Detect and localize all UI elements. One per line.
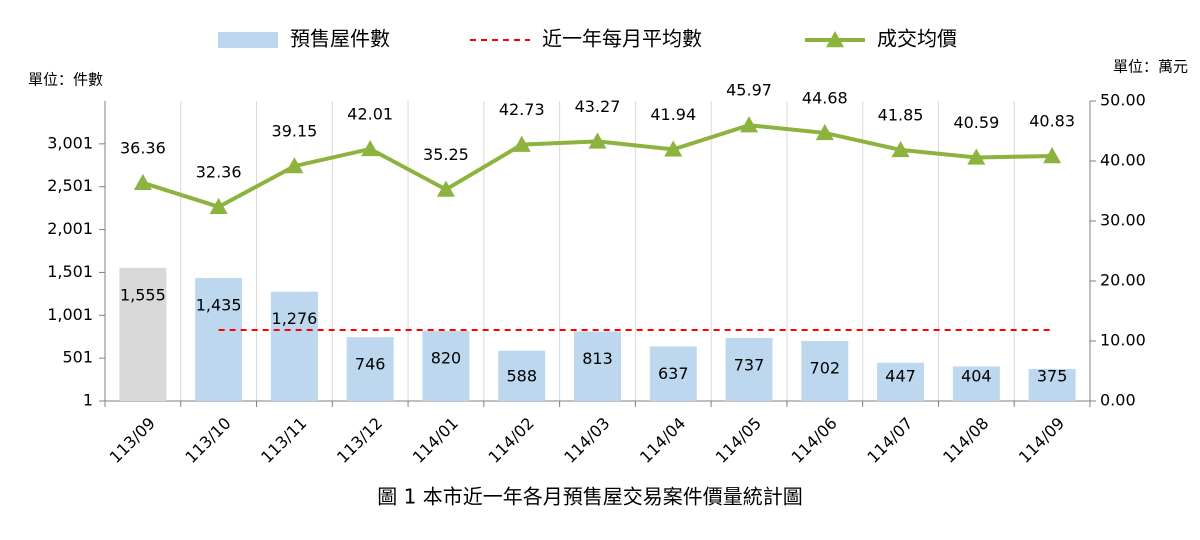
line-value-label: 39.15 <box>272 122 318 141</box>
y-tick-label: 2,001 <box>47 219 93 238</box>
x-tick-label: 114/01 <box>409 414 462 467</box>
x-tick-label: 113/12 <box>333 414 386 467</box>
x-tick-label: 114/04 <box>636 414 689 467</box>
line-value-label: 43.27 <box>575 97 621 116</box>
y2-tick-label: 10.00 <box>1100 331 1146 350</box>
line-value-label: 35.25 <box>423 145 469 164</box>
line-value-label: 36.36 <box>120 138 166 157</box>
legend-label: 成交均價 <box>877 27 957 51</box>
bar <box>801 340 849 401</box>
bar <box>119 267 167 401</box>
bar <box>725 337 773 401</box>
line-marker <box>209 197 228 215</box>
bar-value-label: 1,555 <box>120 285 166 304</box>
y2-axis-label: 單位：萬元 <box>1113 58 1188 76</box>
y-tick-label: 2,501 <box>47 176 93 195</box>
line-value-label: 45.97 <box>726 81 772 100</box>
bar-value-label: 813 <box>582 349 613 368</box>
bar-value-label: 737 <box>734 355 765 374</box>
x-tick-label: 113/10 <box>181 414 234 467</box>
line-marker <box>740 116 759 133</box>
legend-swatch <box>218 32 278 48</box>
bar <box>422 330 470 401</box>
y-tick-label: 1 <box>83 391 93 410</box>
line-marker <box>967 148 986 165</box>
y2-tick-label: 40.00 <box>1100 151 1146 170</box>
y2-tick-label: 20.00 <box>1100 271 1146 290</box>
bar <box>498 350 546 401</box>
y-axis-label: 單位：件數 <box>28 71 103 89</box>
line-marker <box>815 123 834 141</box>
line-marker <box>133 173 152 191</box>
line-marker <box>361 139 380 157</box>
line-marker <box>1043 147 1062 164</box>
x-tick-label: 114/09 <box>1015 414 1068 467</box>
bar <box>952 366 1000 401</box>
line-marker <box>891 140 910 158</box>
y-tick-label: 3,001 <box>47 133 93 152</box>
bar <box>346 337 394 401</box>
line-value-label: 40.59 <box>953 113 999 132</box>
line-value-label: 42.01 <box>347 104 393 123</box>
line-value-label: 32.36 <box>196 162 242 181</box>
bar-value-label: 447 <box>885 367 916 386</box>
y-tick-label: 501 <box>62 348 93 367</box>
bar <box>195 278 243 401</box>
line-value-label: 41.85 <box>878 105 924 124</box>
legend-marker <box>826 31 844 48</box>
line-marker <box>664 140 683 157</box>
bar <box>649 346 697 401</box>
legend-label: 近一年每月平均數 <box>542 27 702 51</box>
x-tick-label: 113/11 <box>257 414 310 467</box>
bar <box>270 291 318 401</box>
x-tick-label: 113/09 <box>106 414 159 467</box>
bar-value-label: 588 <box>506 367 537 386</box>
x-tick-label: 114/02 <box>484 414 537 467</box>
bar <box>877 362 925 401</box>
line-marker <box>285 157 304 174</box>
line-value-label: 41.94 <box>650 105 696 124</box>
x-tick-label: 114/07 <box>863 414 916 467</box>
y2-tick-label: 0.00 <box>1100 391 1136 410</box>
x-tick-label: 114/06 <box>788 414 841 467</box>
bar <box>574 331 621 401</box>
line-marker <box>436 180 455 197</box>
bar-value-label: 1,276 <box>272 309 318 328</box>
legend-label: 預售屋件數 <box>290 27 390 51</box>
y-tick-label: 1,001 <box>47 305 93 324</box>
bar-value-label: 820 <box>431 348 462 367</box>
x-tick-label: 114/05 <box>712 414 765 467</box>
y-tick-label: 1,501 <box>47 262 93 281</box>
bar-value-label: 1,435 <box>196 296 242 315</box>
line-value-label: 40.83 <box>1029 112 1075 131</box>
y2-tick-label: 30.00 <box>1100 211 1146 230</box>
bar-value-label: 404 <box>961 367 992 386</box>
bar-value-label: 746 <box>355 355 386 374</box>
line-value-label: 44.68 <box>802 88 848 107</box>
line-marker <box>512 135 531 152</box>
chart-caption: 圖 1 本市近一年各月預售屋交易案件價量統計圖 <box>377 485 802 509</box>
bar-value-label: 637 <box>658 364 689 383</box>
x-tick-label: 114/03 <box>560 414 613 467</box>
bar-value-label: 375 <box>1037 367 1068 386</box>
bar-value-label: 702 <box>810 358 841 377</box>
x-tick-label: 114/08 <box>939 414 992 467</box>
line-value-label: 42.73 <box>499 100 545 119</box>
bar <box>1028 368 1076 401</box>
line-marker <box>588 132 607 149</box>
y2-tick-label: 50.00 <box>1100 91 1146 110</box>
